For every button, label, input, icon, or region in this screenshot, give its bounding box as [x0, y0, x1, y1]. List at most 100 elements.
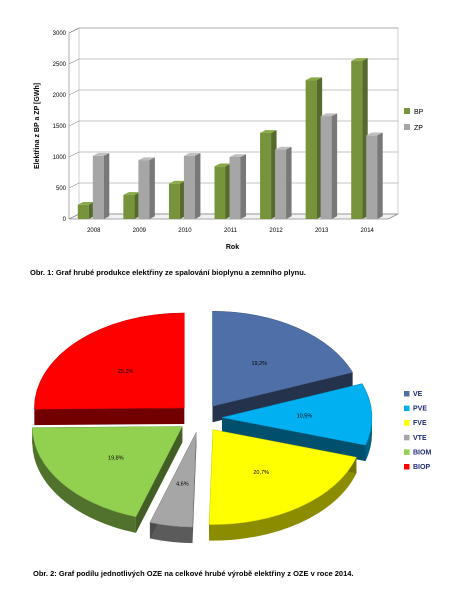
- pie-slice-wall: [34, 407, 185, 426]
- pie-slice-label: 4,6%: [176, 482, 189, 488]
- pie-slice-wall: [135, 426, 183, 533]
- bar-front: [92, 155, 104, 219]
- figure-1-caption: Obr. 1: Graf hrubé produkce elektřiny ze…: [30, 268, 306, 277]
- bar-front: [229, 157, 241, 219]
- bar-front: [138, 160, 150, 219]
- x-tick-label: 2011: [224, 228, 238, 234]
- bar: [275, 146, 292, 219]
- pie-legend-label-biop: BIOP: [413, 464, 430, 471]
- pie-slice-top: [208, 429, 357, 525]
- bar-top: [305, 77, 323, 81]
- bar-chart-axes: 0 500 1000 1500 2000 2500 3000 Elektřina z BP a…: [34, 27, 239, 251]
- legend-label-zp: ZP: [414, 125, 423, 132]
- bar-top: [260, 130, 277, 133]
- bar-chart-gridline: [68, 89, 398, 96]
- pie-slice-top: [149, 431, 197, 528]
- bar-front: [351, 60, 363, 220]
- x-tick-label: 2014: [361, 228, 375, 234]
- bar-front: [305, 80, 317, 220]
- bar-front: [366, 135, 378, 219]
- x-tick-label: 2009: [133, 228, 147, 234]
- x-tick-label: 2008: [87, 228, 101, 234]
- legend-label-bp: BP: [414, 109, 424, 116]
- y-tick-label: 1500: [53, 124, 67, 130]
- pie-slice-ve: 19,2%: [212, 310, 354, 423]
- pie-slice-label: 19,2%: [251, 361, 267, 367]
- pie-slice-side: [365, 417, 372, 462]
- pie-legend-swatch-pve: [404, 405, 410, 412]
- pie-legend-label-biom: BIOM: [413, 449, 431, 456]
- pie-chart-slices: 19,2% 25,2% 10,5% 19,8% 20,7% 4,6%: [32, 310, 373, 544]
- pie-legend-swatch-ve: [404, 391, 410, 397]
- y-axis-line: [68, 27, 80, 219]
- bar-top: [77, 201, 95, 205]
- legend-swatch-zp: [404, 124, 410, 130]
- pie-slice-biop: 25,2%: [34, 312, 185, 426]
- pie-slice-side: [149, 522, 193, 544]
- pie-slice-vte: 4,6%: [149, 431, 197, 544]
- pie-legend-label-vte: VTE: [413, 435, 427, 442]
- bar: [320, 113, 338, 219]
- bar-side: [240, 154, 246, 219]
- pie-slice-label: 19,8%: [108, 455, 124, 461]
- pie-slice-top: [32, 426, 183, 518]
- bar: [366, 132, 383, 219]
- pie-slice-fve: 20,7%: [208, 429, 357, 541]
- bar: [92, 153, 110, 219]
- y-tick-label: 500: [56, 186, 67, 192]
- bar: [183, 153, 201, 219]
- legend-swatch-bp: [404, 108, 410, 114]
- pie-legend-label-fve: FVE: [413, 420, 427, 427]
- pie-legend-swatch-vte: [404, 434, 410, 441]
- bar-front: [168, 183, 180, 219]
- y-tick-label: 2000: [53, 93, 67, 99]
- figure-2-caption: Obr. 2: Graf podílu jednotlivých OZE na …: [33, 569, 354, 578]
- bar-top: [320, 113, 338, 117]
- pie-legend-swatch-biop: [404, 464, 410, 470]
- pie-legend-label-ve: VE: [413, 391, 423, 398]
- bar-top: [123, 192, 140, 195]
- pie-slice-biom: 19,8%: [32, 426, 183, 533]
- y-axis-title: Elektřina z BP a ZP [GWh]: [34, 83, 41, 169]
- pie-slice-wall: [212, 372, 353, 423]
- bar-top: [366, 132, 383, 136]
- pie-chart-legend: VE PVE FVE VTE BIOM BIOP: [404, 391, 431, 471]
- bar-chart-gridline: [68, 182, 398, 189]
- bar-front: [260, 132, 272, 219]
- pie-chart: 19,2% 25,2% 10,5% 19,8% 20,7% 4,6% VE PVE FVE VT…: [32, 310, 431, 544]
- bar-top: [138, 157, 155, 161]
- bar: [229, 154, 246, 219]
- bar-chart-bars: [77, 58, 383, 220]
- bar-top: [168, 180, 186, 184]
- bar-chart-gridline: [68, 151, 398, 158]
- bar-top: [183, 153, 201, 156]
- y-tick-label: 0: [63, 217, 67, 223]
- bar-chart: 0 500 1000 1500 2000 2500 3000 Elektřina z BP a…: [34, 27, 424, 251]
- bar-front: [183, 155, 195, 219]
- bar-chart-labels: 2008 2009 2010 2011 2012 2013 2014: [87, 228, 374, 234]
- bar-chart-legend: BP ZP: [404, 108, 424, 132]
- pie-slice-label: 10,5%: [297, 414, 313, 420]
- pie-legend-swatch-biom: [404, 449, 410, 455]
- pie-slice-label: 20,7%: [253, 470, 269, 476]
- bar-front: [320, 116, 332, 219]
- bar: [214, 163, 231, 219]
- bar-side: [331, 113, 338, 219]
- bar-top: [229, 154, 246, 157]
- x-tick-label: 2013: [315, 228, 329, 234]
- bar-chart-gridline: [68, 58, 398, 65]
- x-tick-label: 2010: [178, 228, 192, 234]
- x-tick-label: 2012: [269, 228, 283, 234]
- pie-legend-swatch-fve: [404, 420, 410, 426]
- bar: [305, 77, 323, 220]
- y-tick-label: 3000: [53, 31, 67, 37]
- pie-slice-wall: [221, 417, 366, 462]
- bar-side: [103, 153, 110, 219]
- pie-slice-top: [212, 310, 354, 407]
- pie-slice-side: [32, 427, 136, 533]
- bar-side: [286, 146, 292, 219]
- bar-top: [351, 58, 368, 61]
- pie-slice-top: [34, 312, 185, 410]
- bar-side: [194, 153, 201, 219]
